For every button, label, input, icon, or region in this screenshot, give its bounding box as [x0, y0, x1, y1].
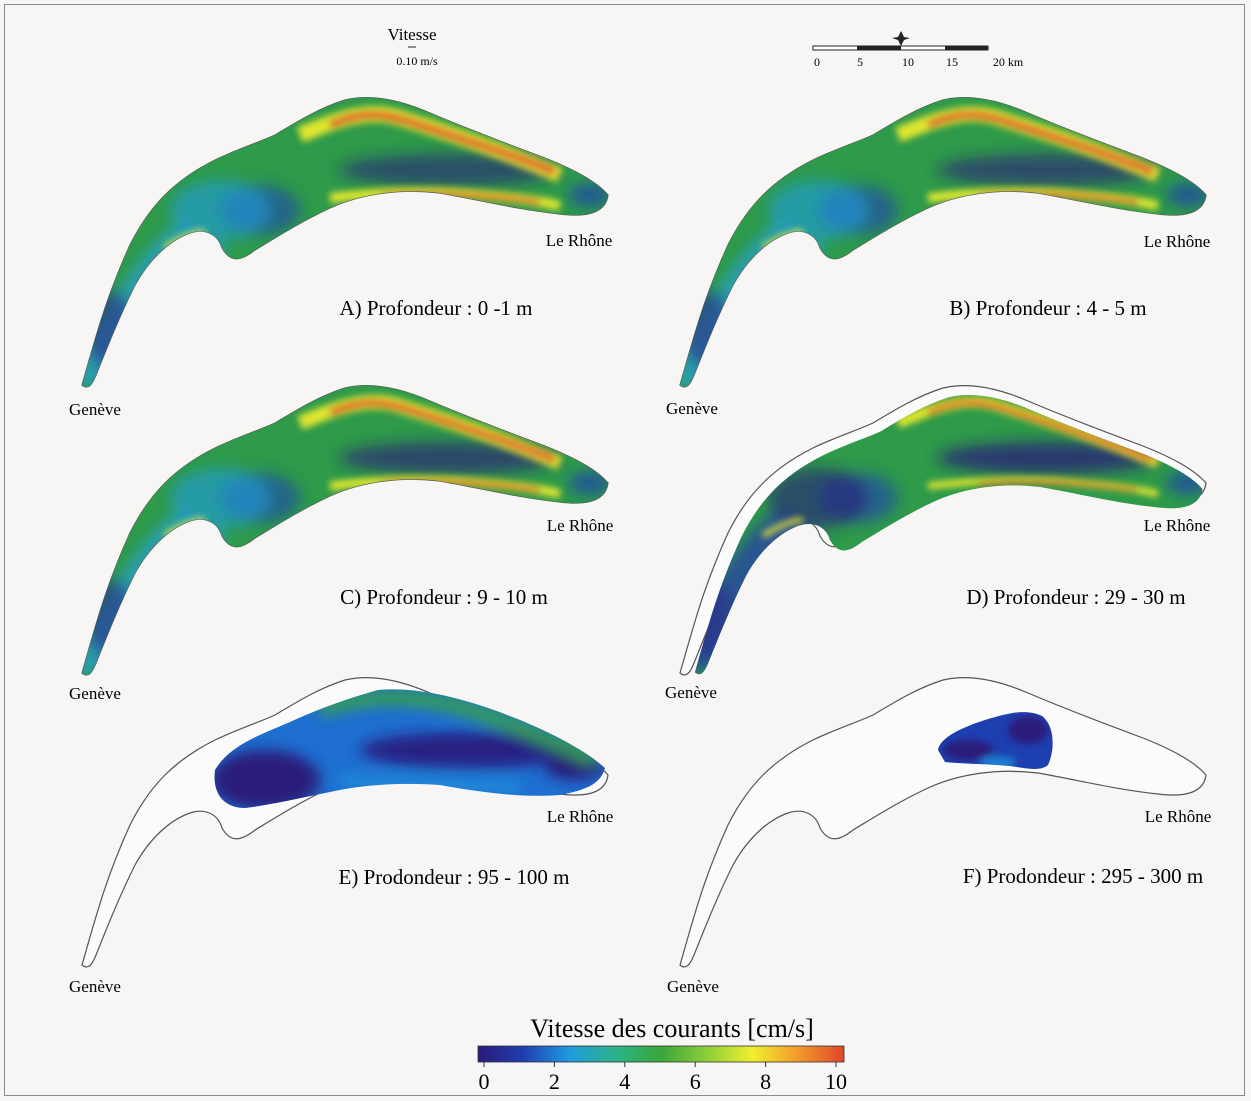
panel-title: B) Profondeur : 4 - 5 m: [949, 296, 1146, 320]
label-geneve: Genève: [666, 399, 718, 418]
colorbar-tick-label: 6: [690, 1069, 701, 1094]
colorbar-title: Vitesse des courants [cm/s]: [530, 1014, 814, 1043]
colorbar-gradient: [477, 1045, 845, 1063]
label-geneve: Genève: [69, 977, 121, 996]
panel-title: E) Prodondeur : 95 - 100 m: [339, 865, 570, 889]
panel-title: F) Prodondeur : 295 - 300 m: [963, 864, 1203, 888]
colorbar-tick-label: 2: [549, 1069, 560, 1094]
vector-legend-value: 0.10 m/s: [396, 54, 438, 68]
panel-E: E) Prodondeur : 95 - 100 m Genève Le Rhône: [69, 677, 614, 996]
lake-outline: [679, 677, 1207, 968]
colorbar-tick-label: 0: [479, 1069, 490, 1094]
panel-title: D) Profondeur : 29 - 30 m: [966, 585, 1185, 609]
panel-A: A) Profondeur : 0 -1 m Genève Le Rhône: [69, 97, 613, 419]
colorbar-tick-label: 8: [760, 1069, 771, 1094]
label-rhone: Le Rhône: [547, 516, 614, 535]
label-geneve: Genève: [667, 977, 719, 996]
vector-legend-label: Vitesse: [387, 25, 436, 44]
label-rhone: Le Rhône: [1145, 807, 1212, 826]
scale-tick: 0: [814, 55, 820, 69]
scale-tick: 10: [902, 55, 914, 69]
colorbar-tick-label: 4: [619, 1069, 630, 1094]
scale-tick: 20 km: [993, 55, 1024, 69]
label-rhone: Le Rhône: [547, 807, 614, 826]
label-geneve: Genève: [69, 684, 121, 703]
label-rhone: Le Rhône: [1144, 232, 1211, 251]
scale-bar: 0 5 10 15 20 km: [812, 31, 1024, 69]
panel-D: D) Profondeur : 29 - 30 m Genève Le Rhône: [665, 385, 1211, 702]
vector-legend: Vitesse 0.10 m/s: [387, 25, 438, 68]
panel-title: C) Profondeur : 9 - 10 m: [340, 585, 548, 609]
label-rhone: Le Rhône: [1144, 516, 1211, 535]
colorbar-tick-label: 10: [825, 1069, 847, 1094]
north-arrow-icon: [892, 31, 910, 46]
colorbar: Vitesse des courants [cm/s] 0 2 4 6 8 10: [477, 1014, 847, 1094]
scale-tick: 5: [857, 55, 863, 69]
panel-F: F) Prodondeur : 295 - 300 m Genève Le Rhôn…: [667, 677, 1212, 996]
label-geneve: Genève: [665, 683, 717, 702]
scale-tick: 15: [946, 55, 958, 69]
label-rhone: Le Rhône: [546, 231, 613, 250]
panel-B: B) Profondeur : 4 - 5 m Genève Le Rhône: [666, 97, 1211, 418]
figure-frame: [4, 4, 1245, 1096]
label-geneve: Genève: [69, 400, 121, 419]
panel-title: A) Profondeur : 0 -1 m: [339, 296, 532, 320]
panel-C: C) Profondeur : 9 - 10 m Genève Le Rhône: [69, 385, 614, 703]
